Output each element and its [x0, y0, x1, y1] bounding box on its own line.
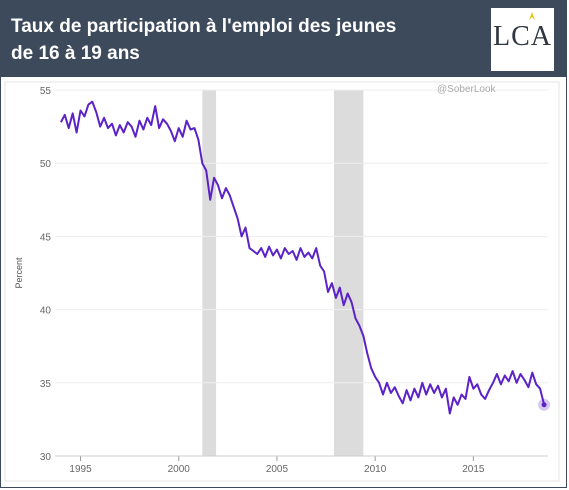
x-tick-label: 2010 — [364, 464, 387, 475]
title-banner: Taux de participation à l'emploi des jeu… — [1, 1, 566, 77]
y-tick-label: 55 — [40, 86, 52, 97]
logo-accent-mark — [529, 12, 535, 20]
chart-title: Taux de participation à l'emploi des jeu… — [11, 13, 471, 67]
x-tick-label: 2015 — [462, 464, 485, 475]
series-line — [60, 100, 546, 415]
x-tick-label: 2000 — [168, 464, 191, 475]
y-tick-label: 35 — [40, 379, 52, 390]
y-tick-label: 30 — [40, 452, 52, 463]
y-axis-label: Percent — [14, 257, 24, 289]
x-tick-label: 2005 — [266, 464, 289, 475]
plot-panel — [4, 81, 560, 482]
logo-text: LCA — [493, 21, 552, 52]
recession-band-1 — [202, 90, 217, 456]
recession-band-2 — [333, 90, 364, 456]
y-tick-label: 40 — [40, 306, 52, 317]
lca-logo: LCA — [491, 8, 554, 71]
last-point-marker — [541, 402, 547, 408]
watermark-text: @SoberLook — [437, 84, 497, 95]
chart-title-line-1: Taux de participation à l'emploi des jeu… — [11, 16, 397, 37]
x-tick-label: 1995 — [69, 464, 92, 475]
chart-title-line-2: de 16 à 19 ans — [11, 43, 140, 64]
y-tick-label: 50 — [40, 159, 52, 170]
y-tick-label: 45 — [40, 232, 52, 243]
